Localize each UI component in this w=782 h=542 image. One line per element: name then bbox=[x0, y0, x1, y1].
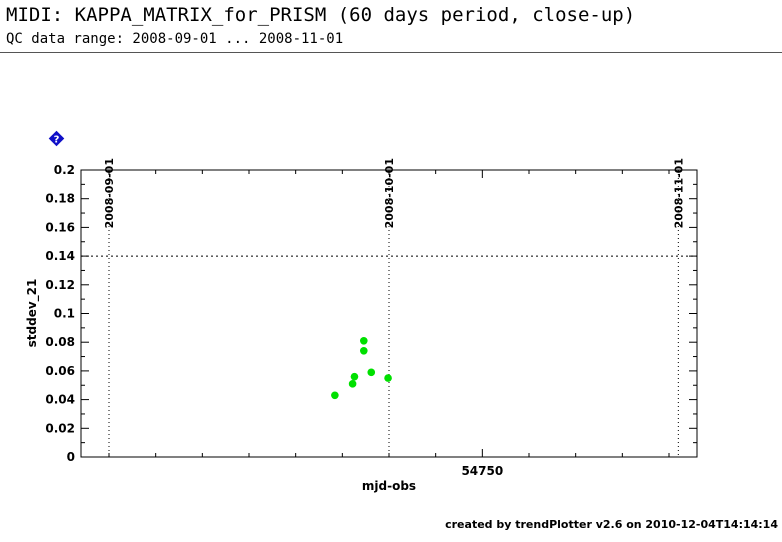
y-tick-label: 0.1 bbox=[54, 307, 75, 321]
x-tick-label: 54750 bbox=[461, 464, 503, 478]
data-point bbox=[360, 336, 368, 345]
y-tick-label: 0.08 bbox=[45, 335, 75, 349]
date-marker-label: 2008-10-01 bbox=[383, 158, 396, 228]
data-point bbox=[384, 374, 392, 382]
data-points bbox=[331, 336, 392, 400]
y-tick-label: 0.18 bbox=[45, 192, 75, 206]
y-tick-label: 0 bbox=[67, 450, 75, 464]
info-diamond-glyph: ? bbox=[54, 135, 60, 146]
chart-title: MIDI: KAPPA_MATRIX_for_PRISM (60 days pe… bbox=[6, 4, 636, 26]
axis-labels: 2008-09-01 2008-10-01 2008-11-01 0 0.02 0.04 0… bbox=[45, 158, 685, 478]
data-point bbox=[350, 372, 359, 381]
y-tick-label: 0.02 bbox=[45, 421, 75, 435]
data-point bbox=[367, 368, 376, 377]
data-point bbox=[348, 380, 357, 388]
y-tick-label: 0.12 bbox=[45, 278, 75, 292]
data-point bbox=[331, 391, 339, 400]
header-divider bbox=[0, 52, 782, 53]
data-point bbox=[360, 347, 368, 355]
axis-ticks bbox=[81, 169, 697, 458]
y-axis-label: stddev_21 bbox=[25, 279, 40, 348]
footer-credit: created by trendPlotter v2.6 on 2010-12-… bbox=[445, 518, 778, 531]
x-axis-label: mjd-obs bbox=[362, 479, 416, 493]
y-tick-label: 0.14 bbox=[45, 249, 75, 263]
y-tick-label: 0.04 bbox=[45, 393, 75, 407]
chart-subtitle: QC data range: 2008-09-01 ... 2008-11-01 bbox=[6, 31, 344, 47]
y-tick-label: 0.16 bbox=[45, 220, 75, 234]
date-marker-label: 2008-11-01 bbox=[672, 158, 685, 228]
info-diamond-icon: ? bbox=[48, 130, 65, 147]
date-marker-label: 2008-09-01 bbox=[103, 158, 116, 228]
y-tick-label: 0.2 bbox=[54, 163, 75, 177]
y-tick-label: 0.06 bbox=[45, 364, 75, 378]
